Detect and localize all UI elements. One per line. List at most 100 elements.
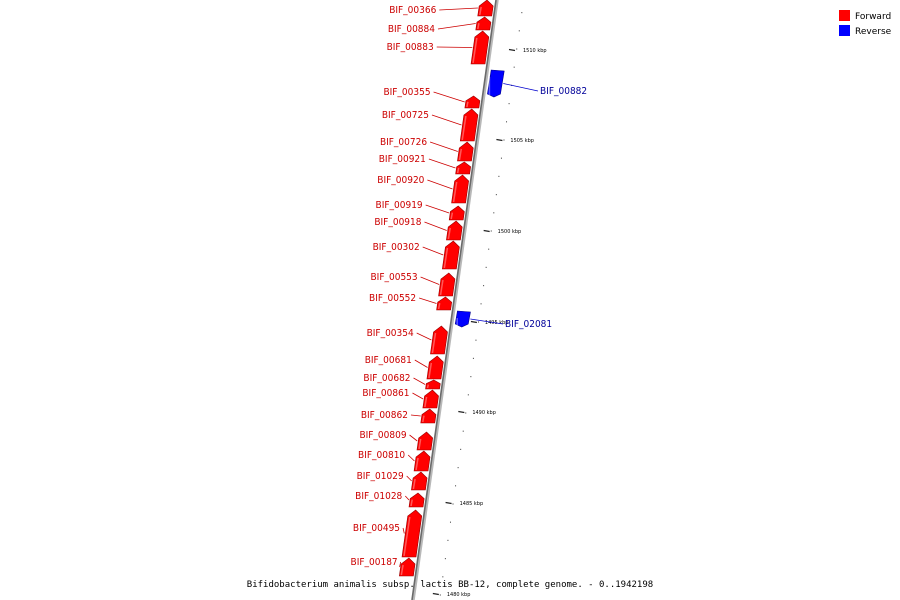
gene-label[interactable]: BIF_00354 <box>367 328 414 339</box>
gene-bif_00919[interactable] <box>448 205 465 221</box>
leader-line <box>503 83 539 92</box>
gene-label[interactable]: BIF_02081 <box>505 319 552 330</box>
gene-label[interactable]: BIF_00682 <box>363 373 410 384</box>
gene-label[interactable]: BIF_00861 <box>362 388 409 399</box>
gene-bif_00810[interactable] <box>413 450 431 472</box>
map-caption: Bifidobacterium animalis subsp. lactis B… <box>247 580 653 590</box>
gene-bif_00918[interactable] <box>446 220 463 241</box>
minor-tick <box>500 157 502 159</box>
gene-bif_00682[interactable] <box>425 379 441 390</box>
gene-bif_00921[interactable] <box>455 161 471 175</box>
gene-track <box>399 0 505 577</box>
minor-tick <box>506 121 508 123</box>
gene-bif_00354[interactable] <box>430 325 448 355</box>
gene-bif_00302[interactable] <box>441 240 460 270</box>
gene-highlight <box>458 148 463 161</box>
gene-highlight <box>431 332 437 354</box>
backbone-shadow <box>412 0 499 600</box>
tick-label: 1480 kbp <box>447 592 471 598</box>
gene-bif_00681[interactable] <box>426 355 444 380</box>
gene-bif_00552[interactable] <box>436 296 453 311</box>
gene-label[interactable]: BIF_00725 <box>382 110 429 121</box>
gene-label[interactable]: BIF_00918 <box>374 217 421 228</box>
gene-arrow <box>470 30 490 65</box>
gene-label[interactable]: BIF_00882 <box>540 86 587 97</box>
backbone-line <box>411 0 497 600</box>
minor-tick <box>518 30 520 32</box>
gene-labels: BIF_00366 BIF_00884 BIF_00883 BIF_00882 BIF_… <box>351 5 588 568</box>
gene-highlight <box>477 23 480 30</box>
legend-forward-swatch <box>839 10 850 21</box>
gene-highlight <box>400 564 404 576</box>
tick-label: 1510 kbp <box>523 48 547 54</box>
gene-highlight <box>415 457 419 471</box>
gene-label[interactable]: BIF_00883 <box>387 42 434 53</box>
gene-bif_00355[interactable] <box>464 95 481 109</box>
gene-arrow <box>455 161 471 175</box>
gene-label[interactable]: BIF_01029 <box>357 471 404 482</box>
leader-line <box>424 221 447 231</box>
leader-line <box>414 359 428 368</box>
gene-bif_00725[interactable] <box>459 108 479 142</box>
minor-tick <box>493 212 495 214</box>
minor-tick <box>472 357 474 359</box>
gene-label[interactable]: BIF_00366 <box>389 5 436 16</box>
gene-label[interactable]: BIF_00884 <box>388 24 435 35</box>
gene-bif_00882[interactable] <box>487 69 505 98</box>
gene-bif_00861[interactable] <box>422 389 439 409</box>
gene-label[interactable]: BIF_00552 <box>369 293 416 304</box>
gene-highlight <box>461 115 467 141</box>
gene-highlight <box>426 384 430 389</box>
gene-bif_00495[interactable] <box>401 509 423 558</box>
gene-bif_00809[interactable] <box>416 431 433 451</box>
gene-bif_00862[interactable] <box>420 408 437 424</box>
gene-bif_00920[interactable] <box>451 174 469 204</box>
leader-line <box>425 204 450 214</box>
gene-label[interactable]: BIF_00809 <box>359 430 406 441</box>
minor-tick <box>442 576 444 578</box>
minor-tick <box>457 467 459 469</box>
gene-label[interactable]: BIF_00355 <box>383 87 430 98</box>
gene-bif_00187[interactable] <box>399 557 416 577</box>
gene-label[interactable]: BIF_00726 <box>380 137 427 148</box>
gene-highlight <box>456 167 460 174</box>
minor-tick <box>483 285 485 287</box>
gene-arrow <box>457 141 474 162</box>
major-tick <box>445 501 452 505</box>
gene-label[interactable]: BIF_00810 <box>358 450 405 461</box>
leader-line <box>436 46 473 48</box>
gene-bif_00553[interactable] <box>438 272 456 297</box>
gene-highlight <box>452 181 458 203</box>
gene-arrow <box>416 431 433 451</box>
gene-label[interactable]: BIF_01028 <box>355 491 402 502</box>
gene-highlight <box>450 212 454 220</box>
minor-tick <box>495 194 497 196</box>
minor-tick <box>488 248 490 250</box>
gene-label[interactable]: BIF_00862 <box>361 410 408 421</box>
gene-arrow <box>425 379 441 390</box>
gene-bif_00726[interactable] <box>457 141 474 162</box>
gene-bif_02081[interactable] <box>454 310 471 328</box>
gene-highlight <box>447 227 451 240</box>
gene-label[interactable]: BIF_00919 <box>376 200 423 211</box>
gene-label[interactable]: BIF_00302 <box>373 242 420 253</box>
leader-line <box>409 434 418 442</box>
gene-arrow <box>430 325 448 355</box>
gene-bif_00883[interactable] <box>470 30 490 65</box>
leader-line <box>399 561 402 568</box>
major-tick <box>483 229 490 233</box>
gene-bif_01029[interactable] <box>411 471 428 491</box>
gene-label[interactable]: BIF_00681 <box>365 355 412 366</box>
tick-label: 1490 kbp <box>472 410 496 416</box>
gene-label[interactable]: BIF_00495 <box>353 523 400 534</box>
gene-arrow <box>411 471 428 491</box>
gene-arrow <box>446 220 463 241</box>
gene-arrow <box>464 95 481 109</box>
gene-label[interactable]: BIF_00187 <box>351 557 398 568</box>
gene-bif_00366[interactable] <box>477 0 494 17</box>
gene-label[interactable]: BIF_00921 <box>379 154 426 165</box>
gene-bif_00884[interactable] <box>475 16 492 31</box>
gene-label[interactable]: BIF_00553 <box>371 272 418 283</box>
gene-label[interactable]: BIF_00920 <box>377 175 424 186</box>
gene-bif_01028[interactable] <box>408 492 425 508</box>
